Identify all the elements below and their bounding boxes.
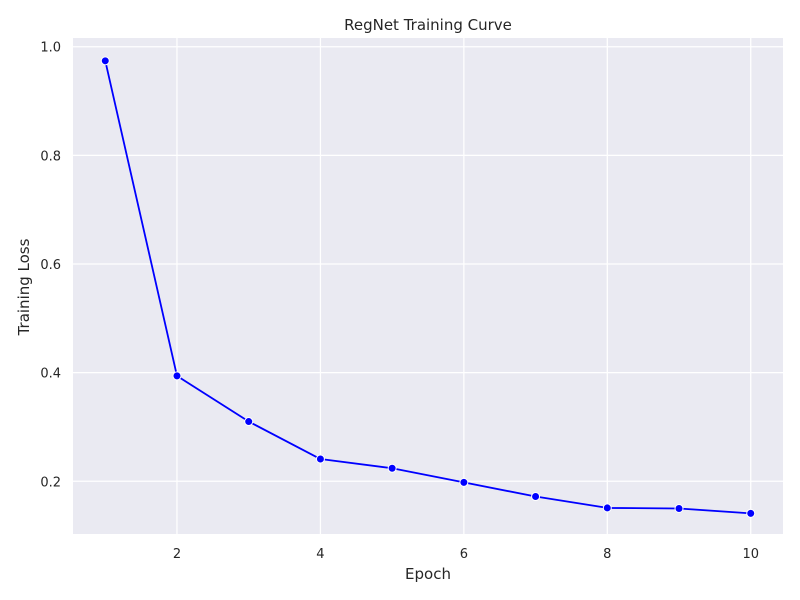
y-grid-lines (73, 46, 783, 482)
x-tick-label: 8 (603, 547, 611, 562)
x-tick-label: 10 (742, 547, 759, 562)
data-point (531, 492, 541, 502)
series-line (104, 60, 751, 515)
data-point (602, 503, 612, 513)
x-tick-label: 4 (316, 547, 324, 562)
y-tick-label: 0.6 (40, 258, 61, 273)
y-tick-label: 1.0 (40, 41, 61, 56)
data-point (315, 454, 325, 464)
x-tick-label: 2 (173, 547, 181, 562)
x-axis-ticks: 2 4 6 8 10 (173, 547, 759, 562)
plot-background (73, 38, 783, 534)
chart-title: RegNet Training Curve (344, 16, 512, 34)
data-point (674, 503, 684, 513)
series-points (100, 56, 756, 518)
x-tick-label: 6 (460, 547, 468, 562)
data-point (387, 463, 397, 473)
data-point (172, 371, 182, 381)
x-grid-lines (176, 38, 752, 534)
x-axis-label: Epoch (405, 565, 451, 583)
y-tick-label: 0.8 (40, 149, 61, 164)
data-point (746, 508, 756, 518)
data-point (244, 417, 254, 427)
data-point (459, 477, 469, 487)
y-axis-ticks: 0.2 0.4 0.6 0.8 1.0 (40, 41, 61, 491)
plot-area (73, 38, 783, 534)
data-point (100, 56, 110, 66)
y-tick-label: 0.4 (40, 367, 61, 382)
y-axis-label: Training Loss (15, 238, 33, 336)
y-tick-label: 0.2 (40, 475, 61, 490)
